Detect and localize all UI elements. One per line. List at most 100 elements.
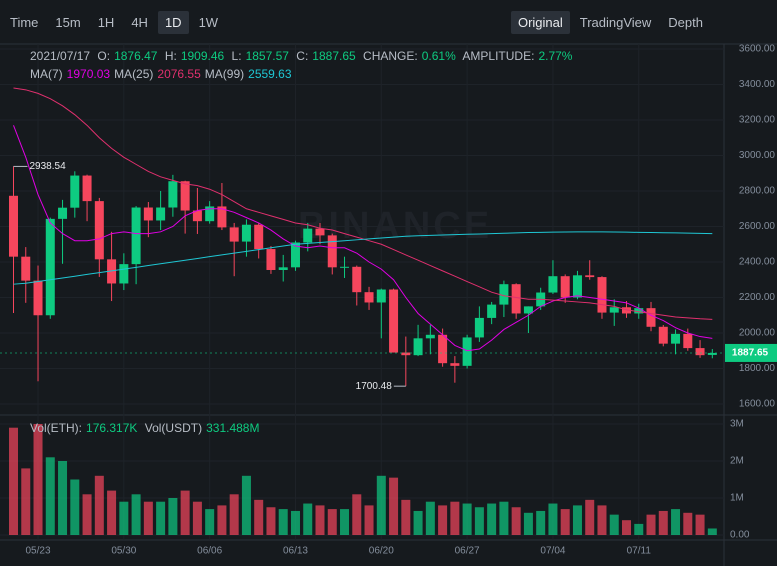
- candle-body: [474, 317, 484, 338]
- volume-bar: [695, 514, 705, 535]
- y-tick-label: 2200.00: [739, 292, 776, 303]
- high-value: 1909.46: [180, 49, 225, 63]
- volume-bar: [585, 499, 595, 535]
- candle-body: [229, 227, 239, 242]
- volume-bar: [217, 505, 227, 535]
- volume-bar: [229, 494, 239, 535]
- vol-row: Vol(ETH): 176.317K Vol(USDT) 331.488M: [30, 421, 263, 435]
- candle-body: [143, 207, 153, 221]
- candle-body: [21, 256, 31, 281]
- toolbar: Time 15m 1H 4H 1D 1W Original TradingView Depth: [0, 0, 777, 44]
- interval-tab[interactable]: 4H: [131, 14, 148, 30]
- candle-body: [499, 284, 509, 305]
- y-tick-label: 2800.00: [739, 186, 776, 197]
- volume-bar: [266, 507, 276, 535]
- y-tick-label: 3200.00: [739, 115, 776, 126]
- volume-bar: [21, 468, 31, 535]
- x-tick-label: 06/27: [455, 546, 480, 557]
- volume-bar: [131, 494, 141, 535]
- volume-bar: [340, 509, 350, 535]
- label: AMPLITUDE:: [462, 49, 535, 63]
- candle-body: [634, 308, 644, 314]
- candle-body: [572, 275, 582, 298]
- label: Vol(USDT): [144, 421, 203, 435]
- volume-bar: [376, 475, 386, 535]
- candle-body: [82, 175, 92, 202]
- volume-bar: [303, 503, 313, 535]
- candle-body: [364, 292, 374, 303]
- interval-tab[interactable]: 15m: [55, 14, 81, 30]
- candle-body: [107, 259, 117, 284]
- volume-bar: [70, 479, 80, 535]
- candle-body: [205, 206, 215, 222]
- volume-bar: [119, 501, 129, 535]
- v-tick-label: 0.00: [730, 530, 750, 541]
- volume-bar: [536, 510, 546, 535]
- candle-body: [658, 326, 668, 344]
- volume-bar: [180, 490, 190, 535]
- volume-bar: [474, 507, 484, 535]
- candle-body: [671, 333, 681, 344]
- candle-body: [315, 228, 325, 236]
- candle-body: [462, 337, 472, 366]
- interval-tab[interactable]: 1W: [198, 14, 219, 30]
- spacer: [713, 18, 777, 26]
- view-tab[interactable]: TradingView: [579, 14, 652, 30]
- view-tab[interactable]: Depth: [668, 14, 703, 30]
- volume-bar: [622, 520, 631, 535]
- y-tick-label: 3000.00: [739, 150, 776, 161]
- candle-body: [94, 201, 104, 260]
- y-tick-label: 3400.00: [739, 79, 776, 90]
- volume-bar: [278, 509, 288, 535]
- volume-bar: [9, 427, 18, 535]
- candle-body: [58, 207, 68, 219]
- volume-bar: [707, 528, 717, 535]
- ma-row: MA(7) 1970.03 MA(25) 2076.55 MA(99) 2559.63: [30, 67, 296, 81]
- v-tick-label: 2M: [730, 456, 744, 467]
- candle-body: [352, 266, 362, 293]
- volume-bar: [560, 509, 570, 535]
- interval-tab[interactable]: Time: [10, 14, 39, 30]
- change-value: 0.61%: [421, 49, 456, 63]
- vol-value: 176.317K: [86, 421, 138, 435]
- volume-bar: [634, 523, 644, 535]
- volume-bar: [315, 505, 325, 535]
- volume-bar: [389, 477, 399, 535]
- low-value: 1857.57: [245, 49, 289, 63]
- view-tab[interactable]: Original: [510, 10, 570, 34]
- volume-bar: [143, 501, 153, 535]
- x-tick-label: 07/04: [540, 546, 565, 557]
- high-annotation: 2938.54: [30, 161, 67, 172]
- volume-bar: [364, 505, 374, 535]
- volume-bar: [156, 501, 166, 535]
- interval-tab[interactable]: 1D: [157, 10, 189, 34]
- price-tag-label: 1887.65: [732, 348, 769, 359]
- amplitude-value: 2.77%: [538, 49, 573, 63]
- volume-bar: [241, 475, 251, 535]
- vol-value: 331.488M: [206, 421, 260, 435]
- candle-body: [45, 218, 55, 316]
- y-tick-label: 1600.00: [739, 399, 776, 410]
- y-tick-label: 1800.00: [739, 363, 776, 374]
- volume-bar: [290, 510, 300, 535]
- volume-bar: [511, 507, 521, 535]
- volume-bar: [646, 514, 656, 535]
- y-tick-label: 2400.00: [739, 257, 776, 268]
- volume-bar: [450, 501, 460, 535]
- v-tick-label: 1M: [730, 493, 744, 504]
- ma-value: 1970.03: [66, 67, 111, 81]
- volume-bar: [523, 512, 533, 535]
- label: C:: [296, 49, 309, 63]
- ma-line: [13, 125, 713, 352]
- volume-bar: [499, 501, 509, 535]
- label: O:: [97, 49, 111, 63]
- candle-body: [192, 210, 202, 222]
- candle-body: [254, 224, 264, 250]
- interval-tab[interactable]: 1H: [97, 14, 115, 30]
- candle-body: [327, 235, 337, 268]
- volume-bar: [425, 501, 435, 535]
- volume-bar: [413, 510, 423, 535]
- candle-body: [33, 280, 43, 316]
- candle-body: [303, 228, 313, 243]
- candle-body: [609, 307, 619, 313]
